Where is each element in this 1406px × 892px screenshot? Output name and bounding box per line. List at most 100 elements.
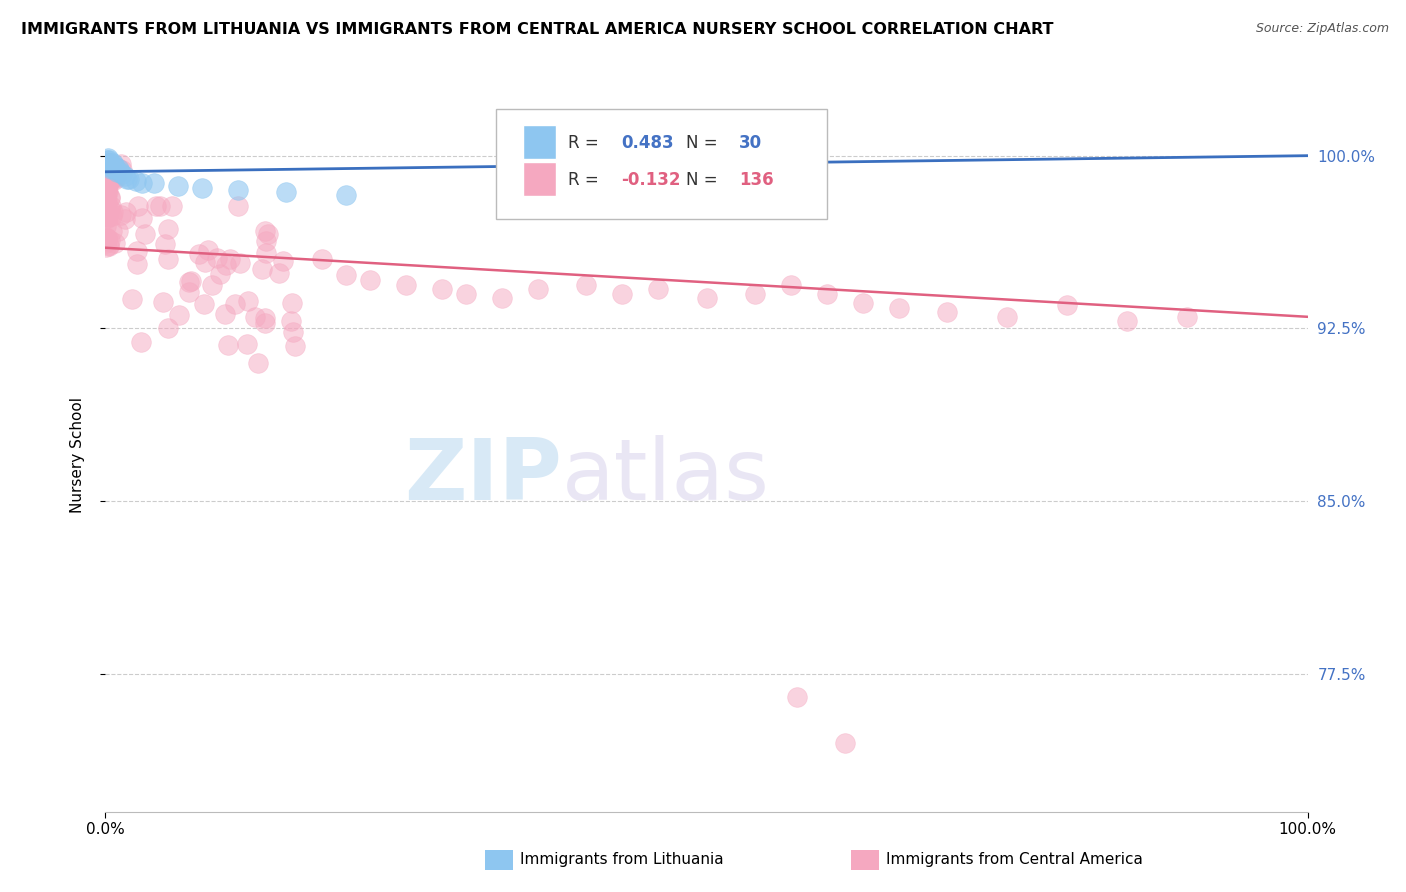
Point <box>94 170 117 185</box>
Point <box>96 154 118 169</box>
Point <box>98 233 121 247</box>
Point <box>97 209 120 223</box>
Point <box>834 736 856 750</box>
Point <box>180 274 202 288</box>
Point <box>127 244 149 259</box>
Point <box>157 221 180 235</box>
Point <box>228 256 250 270</box>
Point <box>786 690 808 704</box>
Point <box>274 186 297 200</box>
Point <box>647 282 669 296</box>
Point <box>118 171 141 186</box>
Point <box>335 187 357 202</box>
Point <box>94 195 117 210</box>
Point <box>104 171 127 186</box>
Point <box>101 209 124 223</box>
Point <box>852 296 875 310</box>
Point <box>96 160 118 174</box>
Point <box>94 165 117 179</box>
Point <box>281 295 304 310</box>
Point <box>94 234 117 248</box>
Point <box>100 199 122 213</box>
Point <box>96 219 118 234</box>
Point <box>335 268 357 283</box>
Point <box>111 167 134 181</box>
Point <box>96 185 118 199</box>
Point <box>359 273 381 287</box>
Point <box>101 160 124 174</box>
Point <box>253 224 276 238</box>
Point <box>98 158 121 172</box>
Point <box>815 286 838 301</box>
Point <box>134 227 156 241</box>
Point <box>98 190 121 204</box>
Point <box>166 178 188 193</box>
Y-axis label: Nursery School: Nursery School <box>70 397 84 513</box>
Point <box>219 252 242 266</box>
Point <box>167 309 190 323</box>
Point <box>121 292 143 306</box>
Point <box>142 176 165 190</box>
Point <box>107 224 129 238</box>
Point <box>153 237 176 252</box>
Point <box>127 199 149 213</box>
Point <box>283 325 305 339</box>
Point <box>936 305 959 319</box>
Point <box>205 251 228 265</box>
Point <box>156 321 179 335</box>
Point <box>131 211 153 225</box>
Text: atlas: atlas <box>562 434 770 518</box>
Point <box>779 277 801 292</box>
Text: Source: ZipAtlas.com: Source: ZipAtlas.com <box>1256 22 1389 36</box>
Point <box>103 160 125 174</box>
Point <box>395 277 418 292</box>
Point <box>194 255 217 269</box>
Point <box>97 169 120 183</box>
Point <box>228 199 250 213</box>
Point <box>575 277 598 292</box>
Point <box>193 297 215 311</box>
Point <box>98 160 121 174</box>
Point <box>114 211 136 226</box>
Point <box>98 156 121 170</box>
Point <box>129 334 152 349</box>
Text: -0.132: -0.132 <box>621 171 681 189</box>
Point <box>187 247 209 261</box>
Point <box>108 165 131 179</box>
Point <box>97 162 120 177</box>
Point <box>97 209 120 223</box>
Point <box>1116 314 1139 328</box>
Point <box>110 156 132 170</box>
Text: R =: R = <box>568 134 605 152</box>
Point <box>491 292 513 306</box>
Point <box>214 307 236 321</box>
Point <box>96 231 118 245</box>
Point <box>98 155 121 169</box>
Point <box>110 208 132 222</box>
Point <box>94 194 117 209</box>
Point <box>527 282 550 296</box>
Point <box>96 183 118 197</box>
Text: N =: N = <box>686 134 723 152</box>
Point <box>208 267 231 281</box>
Point <box>100 162 122 177</box>
Point <box>98 191 121 205</box>
Text: ZIP: ZIP <box>405 434 562 518</box>
Point <box>179 285 201 299</box>
Text: N =: N = <box>686 171 723 189</box>
Point <box>101 155 124 169</box>
Point <box>254 316 277 330</box>
Text: IMMIGRANTS FROM LITHUANIA VS IMMIGRANTS FROM CENTRAL AMERICA NURSERY SCHOOL CORR: IMMIGRANTS FROM LITHUANIA VS IMMIGRANTS … <box>21 22 1053 37</box>
Point <box>97 179 120 194</box>
Point <box>179 275 201 289</box>
Point <box>430 282 453 296</box>
Point <box>110 162 132 177</box>
Point <box>243 310 266 324</box>
Point <box>96 167 118 181</box>
Point <box>995 310 1018 324</box>
Text: 136: 136 <box>740 171 773 189</box>
Point <box>100 158 122 172</box>
Point <box>744 286 766 301</box>
Point <box>98 202 121 216</box>
Point <box>250 261 273 276</box>
